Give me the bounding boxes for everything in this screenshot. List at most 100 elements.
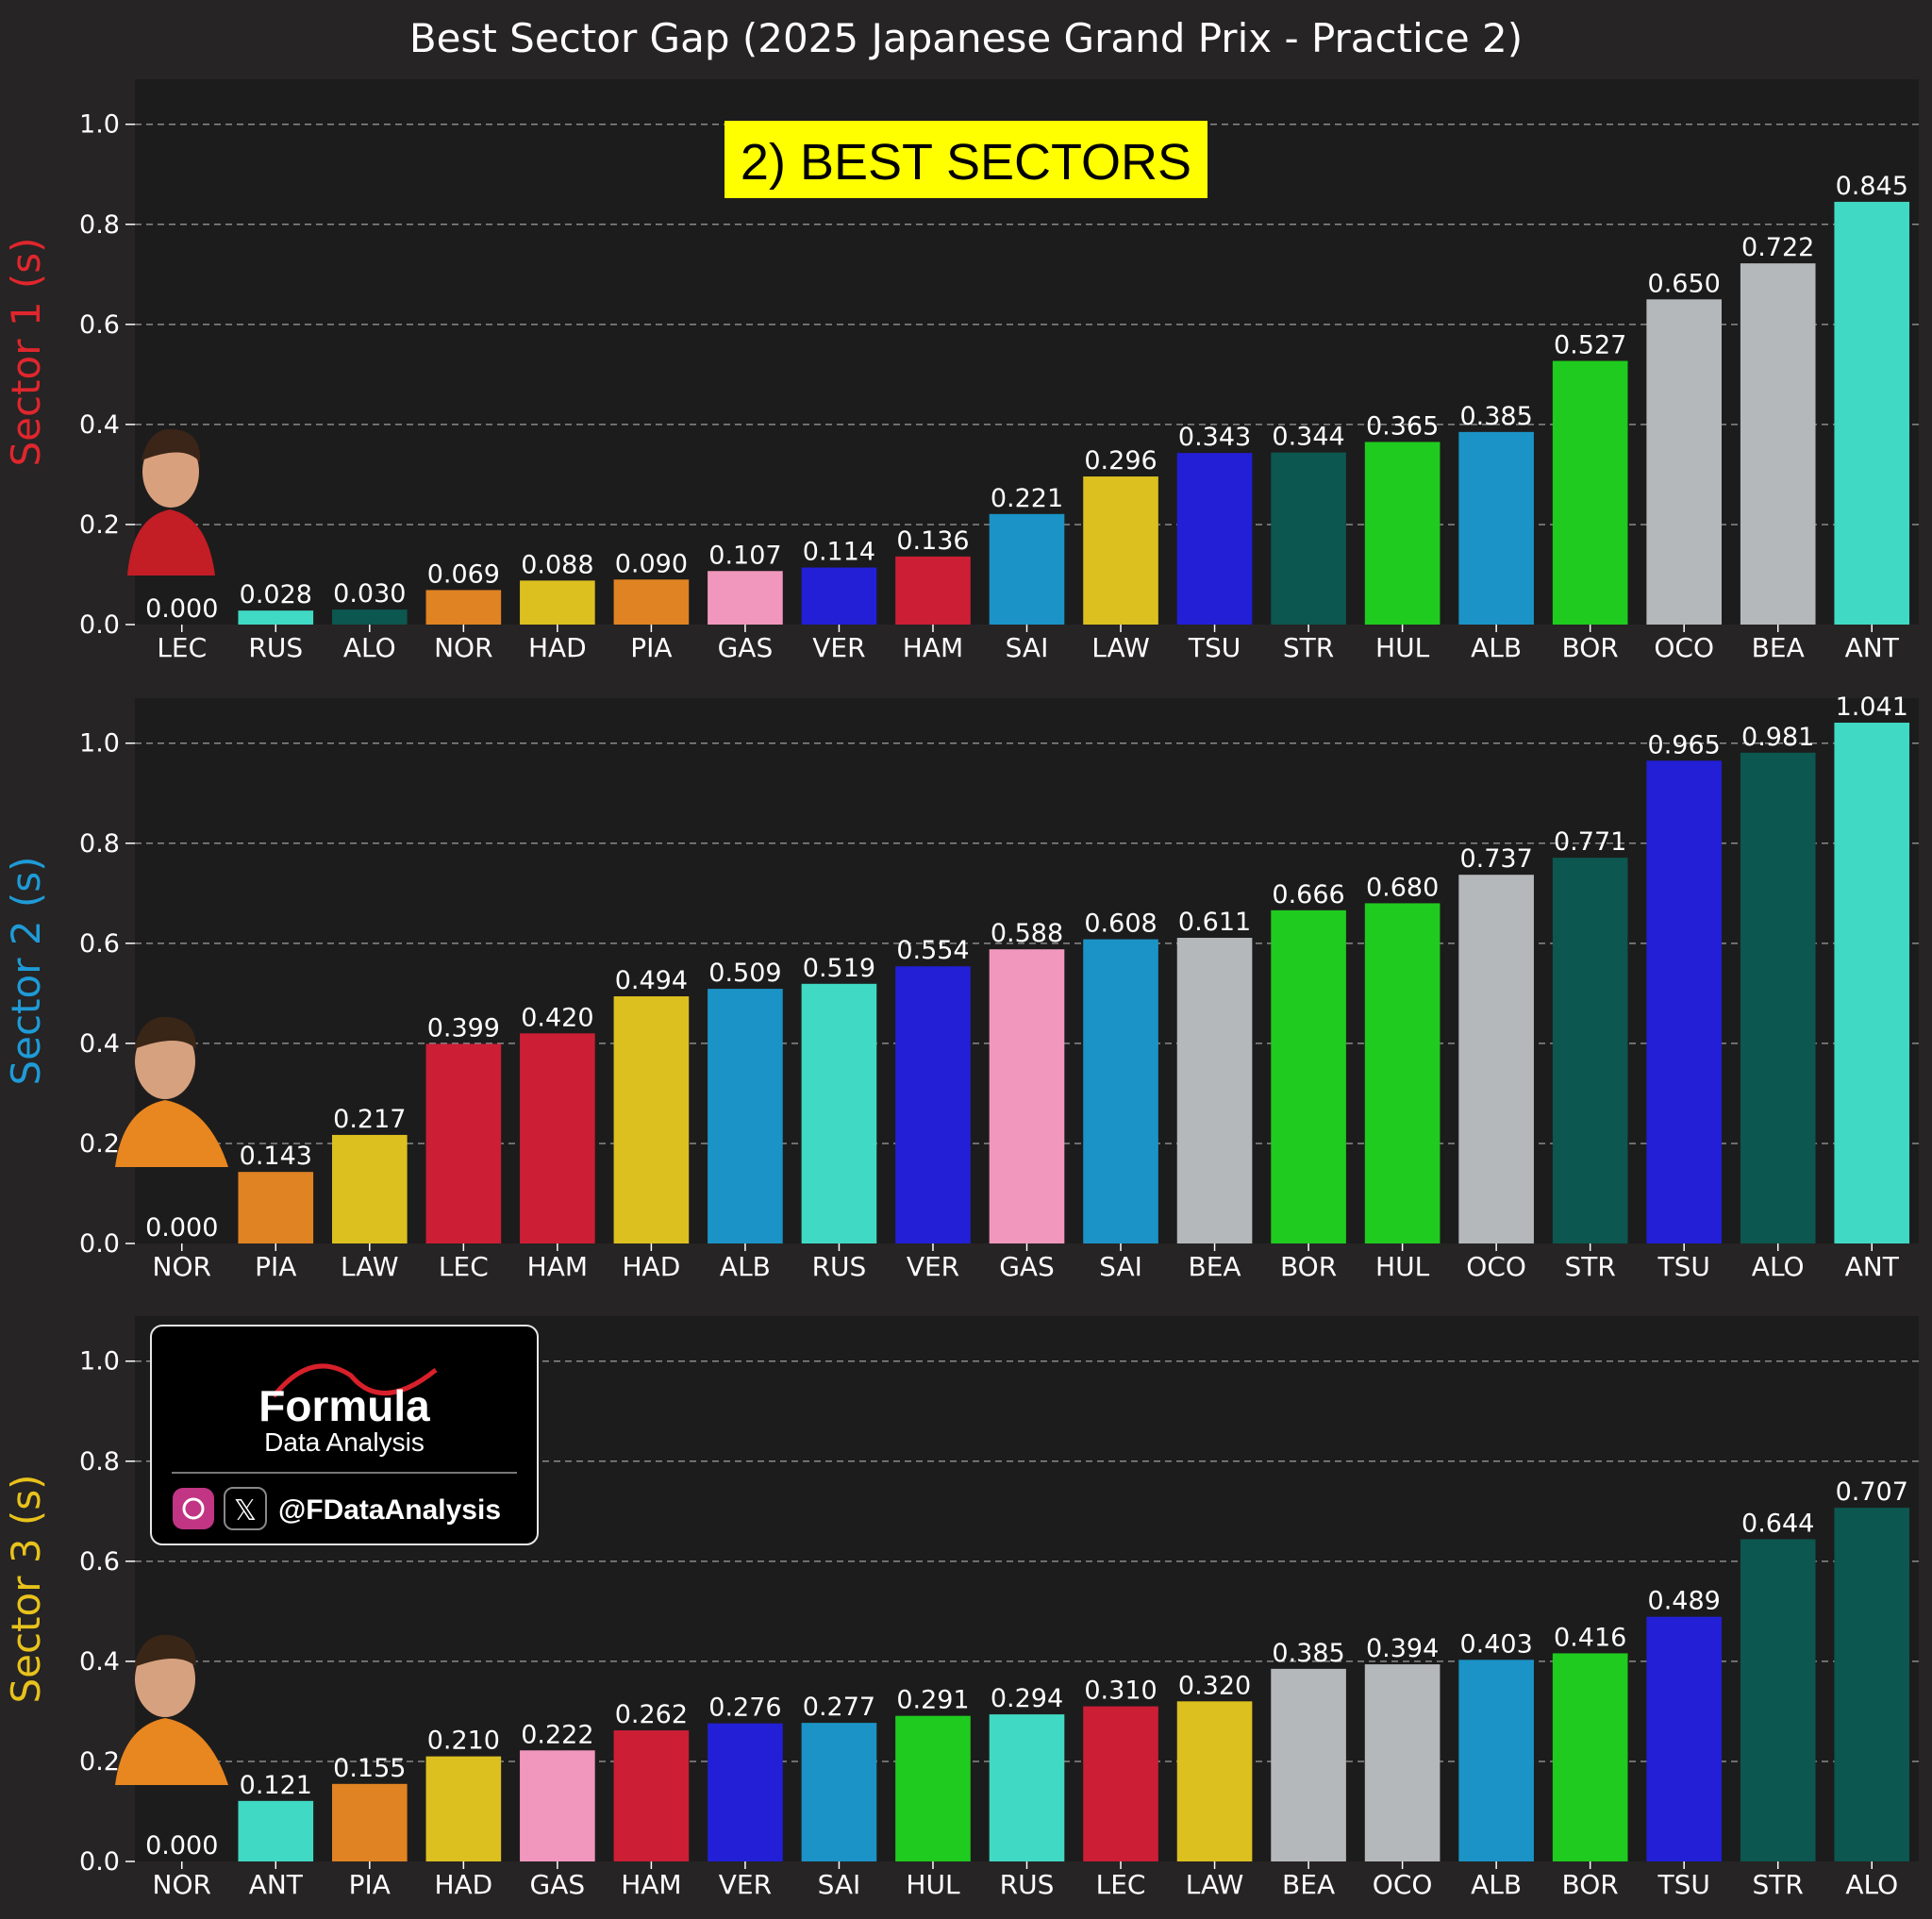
- data-label-alo: 0.981: [1741, 723, 1814, 752]
- bar-hul: [1364, 442, 1441, 625]
- bar-ham: [895, 556, 971, 625]
- bar-ver: [708, 1723, 783, 1861]
- bar-str: [1271, 452, 1346, 625]
- x-tick-label-bea: BEA: [1752, 632, 1805, 663]
- data-label-law: 0.296: [1084, 446, 1157, 476]
- data-label-pia: 0.090: [615, 549, 688, 578]
- y-tick-label: 0.6: [79, 310, 120, 340]
- data-label-law: 0.320: [1178, 1671, 1251, 1700]
- chart-title: Best Sector Gap (2025 Japanese Grand Pri…: [409, 15, 1523, 61]
- data-label-nor: 0.069: [427, 559, 500, 589]
- data-label-bor: 0.416: [1554, 1623, 1626, 1652]
- x-tick-label-str: STR: [1753, 1869, 1804, 1900]
- x-tick-label-ant: ANT: [1845, 632, 1900, 663]
- x-tick-label-had: HAD: [623, 1251, 681, 1282]
- x-tick-label-bea: BEA: [1189, 1251, 1241, 1282]
- data-label-ham: 0.136: [896, 526, 969, 556]
- badge-background: [724, 121, 1208, 198]
- x-tick-label-law: LAW: [1186, 1869, 1244, 1900]
- bar-ant: [238, 1800, 314, 1861]
- x-tick-label-oco: OCO: [1466, 1251, 1526, 1282]
- driver-portrait-nor-s3: [115, 1634, 228, 1785]
- bar-gas: [708, 571, 783, 625]
- bar-alb: [1458, 431, 1534, 625]
- data-label-alo: 0.030: [333, 579, 406, 609]
- instagram-icon-lens: [182, 1497, 205, 1520]
- bar-sai: [989, 513, 1065, 625]
- data-label-tsu: 0.965: [1648, 730, 1721, 759]
- bar-alb: [708, 989, 783, 1243]
- data-label-alo: 0.707: [1836, 1477, 1908, 1507]
- y-tick-label: 0.0: [79, 610, 120, 640]
- bar-law: [332, 1134, 408, 1243]
- y-tick-label: 0.8: [79, 829, 120, 859]
- x-tick-label-alo: ALO: [343, 632, 396, 663]
- y-tick-label: 0.4: [79, 410, 120, 440]
- data-label-ant: 1.041: [1836, 693, 1908, 722]
- bar-ver: [801, 567, 877, 625]
- data-label-ver: 0.554: [896, 936, 969, 965]
- portrait-hair: [134, 1634, 196, 1667]
- x-tick-label-oco: OCO: [1373, 1869, 1433, 1900]
- x-tick-label-tsu: TSU: [1188, 632, 1241, 663]
- x-tick-label-pia: PIA: [630, 632, 672, 663]
- x-tick-label-str: STR: [1283, 632, 1334, 663]
- bar-bor: [1552, 1653, 1628, 1861]
- bar-pia: [332, 1783, 408, 1861]
- watermark: Formula Data Analysis 𝕏 @FDataAnalysis: [150, 1325, 539, 1545]
- portrait-hair: [142, 428, 201, 462]
- x-tick-label-alb: ALB: [720, 1251, 771, 1282]
- y-tick-label: 0.8: [79, 1447, 120, 1477]
- x-tick-label-alb: ALB: [1471, 1869, 1522, 1900]
- data-label-bea: 0.722: [1741, 233, 1814, 262]
- x-icon: [224, 1487, 267, 1530]
- data-label-ant: 0.845: [1836, 172, 1908, 201]
- y-tick-label: 0.4: [79, 1029, 120, 1059]
- x-tick-label-nor: NOR: [153, 1251, 211, 1282]
- bar-had: [425, 1756, 502, 1861]
- bar-lec: [1083, 1706, 1158, 1861]
- bar-oco: [1458, 875, 1534, 1243]
- x-tick-label-rus: RUS: [812, 1251, 867, 1282]
- x-tick-label-ham: HAM: [527, 1251, 588, 1282]
- data-label-tsu: 0.343: [1178, 423, 1251, 452]
- x-tick-label-sai: SAI: [818, 1869, 861, 1900]
- data-label-ver: 0.114: [803, 538, 875, 567]
- bar-bor: [1271, 909, 1346, 1243]
- watermark-handle: @FDataAnalysis: [278, 1494, 501, 1526]
- data-label-hul: 0.680: [1366, 873, 1439, 902]
- x-tick-label-tsu: TSU: [1657, 1869, 1709, 1900]
- driver-portrait-nor-s2: [115, 1016, 228, 1167]
- x-tick-label-pia: PIA: [255, 1251, 296, 1282]
- bar-ver: [895, 966, 971, 1243]
- bar-str: [1552, 858, 1628, 1243]
- x-tick-label-rus: RUS: [248, 632, 303, 663]
- x-tick-label-nor: NOR: [153, 1869, 211, 1900]
- data-label-ham: 0.262: [615, 1700, 688, 1729]
- x-tick-label-ver: VER: [812, 632, 865, 663]
- sector-panel-2: 0.0 0.2 0.4 0.6 0.8 1.0 Sector 2 (s) 0.000 NOR 0.…: [3, 693, 1919, 1282]
- bar-alb: [1458, 1660, 1534, 1861]
- bar-str: [1740, 1539, 1816, 1861]
- x-tick-label-bea: BEA: [1282, 1869, 1335, 1900]
- data-label-hul: 0.291: [896, 1686, 969, 1715]
- bar-had: [520, 580, 595, 625]
- x-tick-label-ham: HAM: [621, 1869, 681, 1900]
- x-tick-label-gas: GAS: [999, 1251, 1055, 1282]
- x-tick-label-alo: ALO: [1845, 1869, 1898, 1900]
- data-label-law: 0.217: [333, 1105, 406, 1134]
- bar-hul: [895, 1715, 971, 1861]
- x-tick-label-law: LAW: [341, 1251, 399, 1282]
- y-tick-label: 1.0: [79, 729, 120, 759]
- x-tick-label-ham: HAM: [903, 632, 963, 663]
- bar-ham: [520, 1033, 595, 1243]
- bar-sai: [801, 1723, 877, 1861]
- data-label-str: 0.771: [1554, 827, 1626, 857]
- x-tick-label-had: HAD: [434, 1869, 492, 1900]
- data-label-lec: 0.399: [427, 1013, 500, 1043]
- y-axis-label: Sector 2 (s): [3, 856, 49, 1085]
- x-tick-label-hul: HUL: [1375, 1251, 1430, 1282]
- x-tick-label-hul: HUL: [906, 1869, 960, 1900]
